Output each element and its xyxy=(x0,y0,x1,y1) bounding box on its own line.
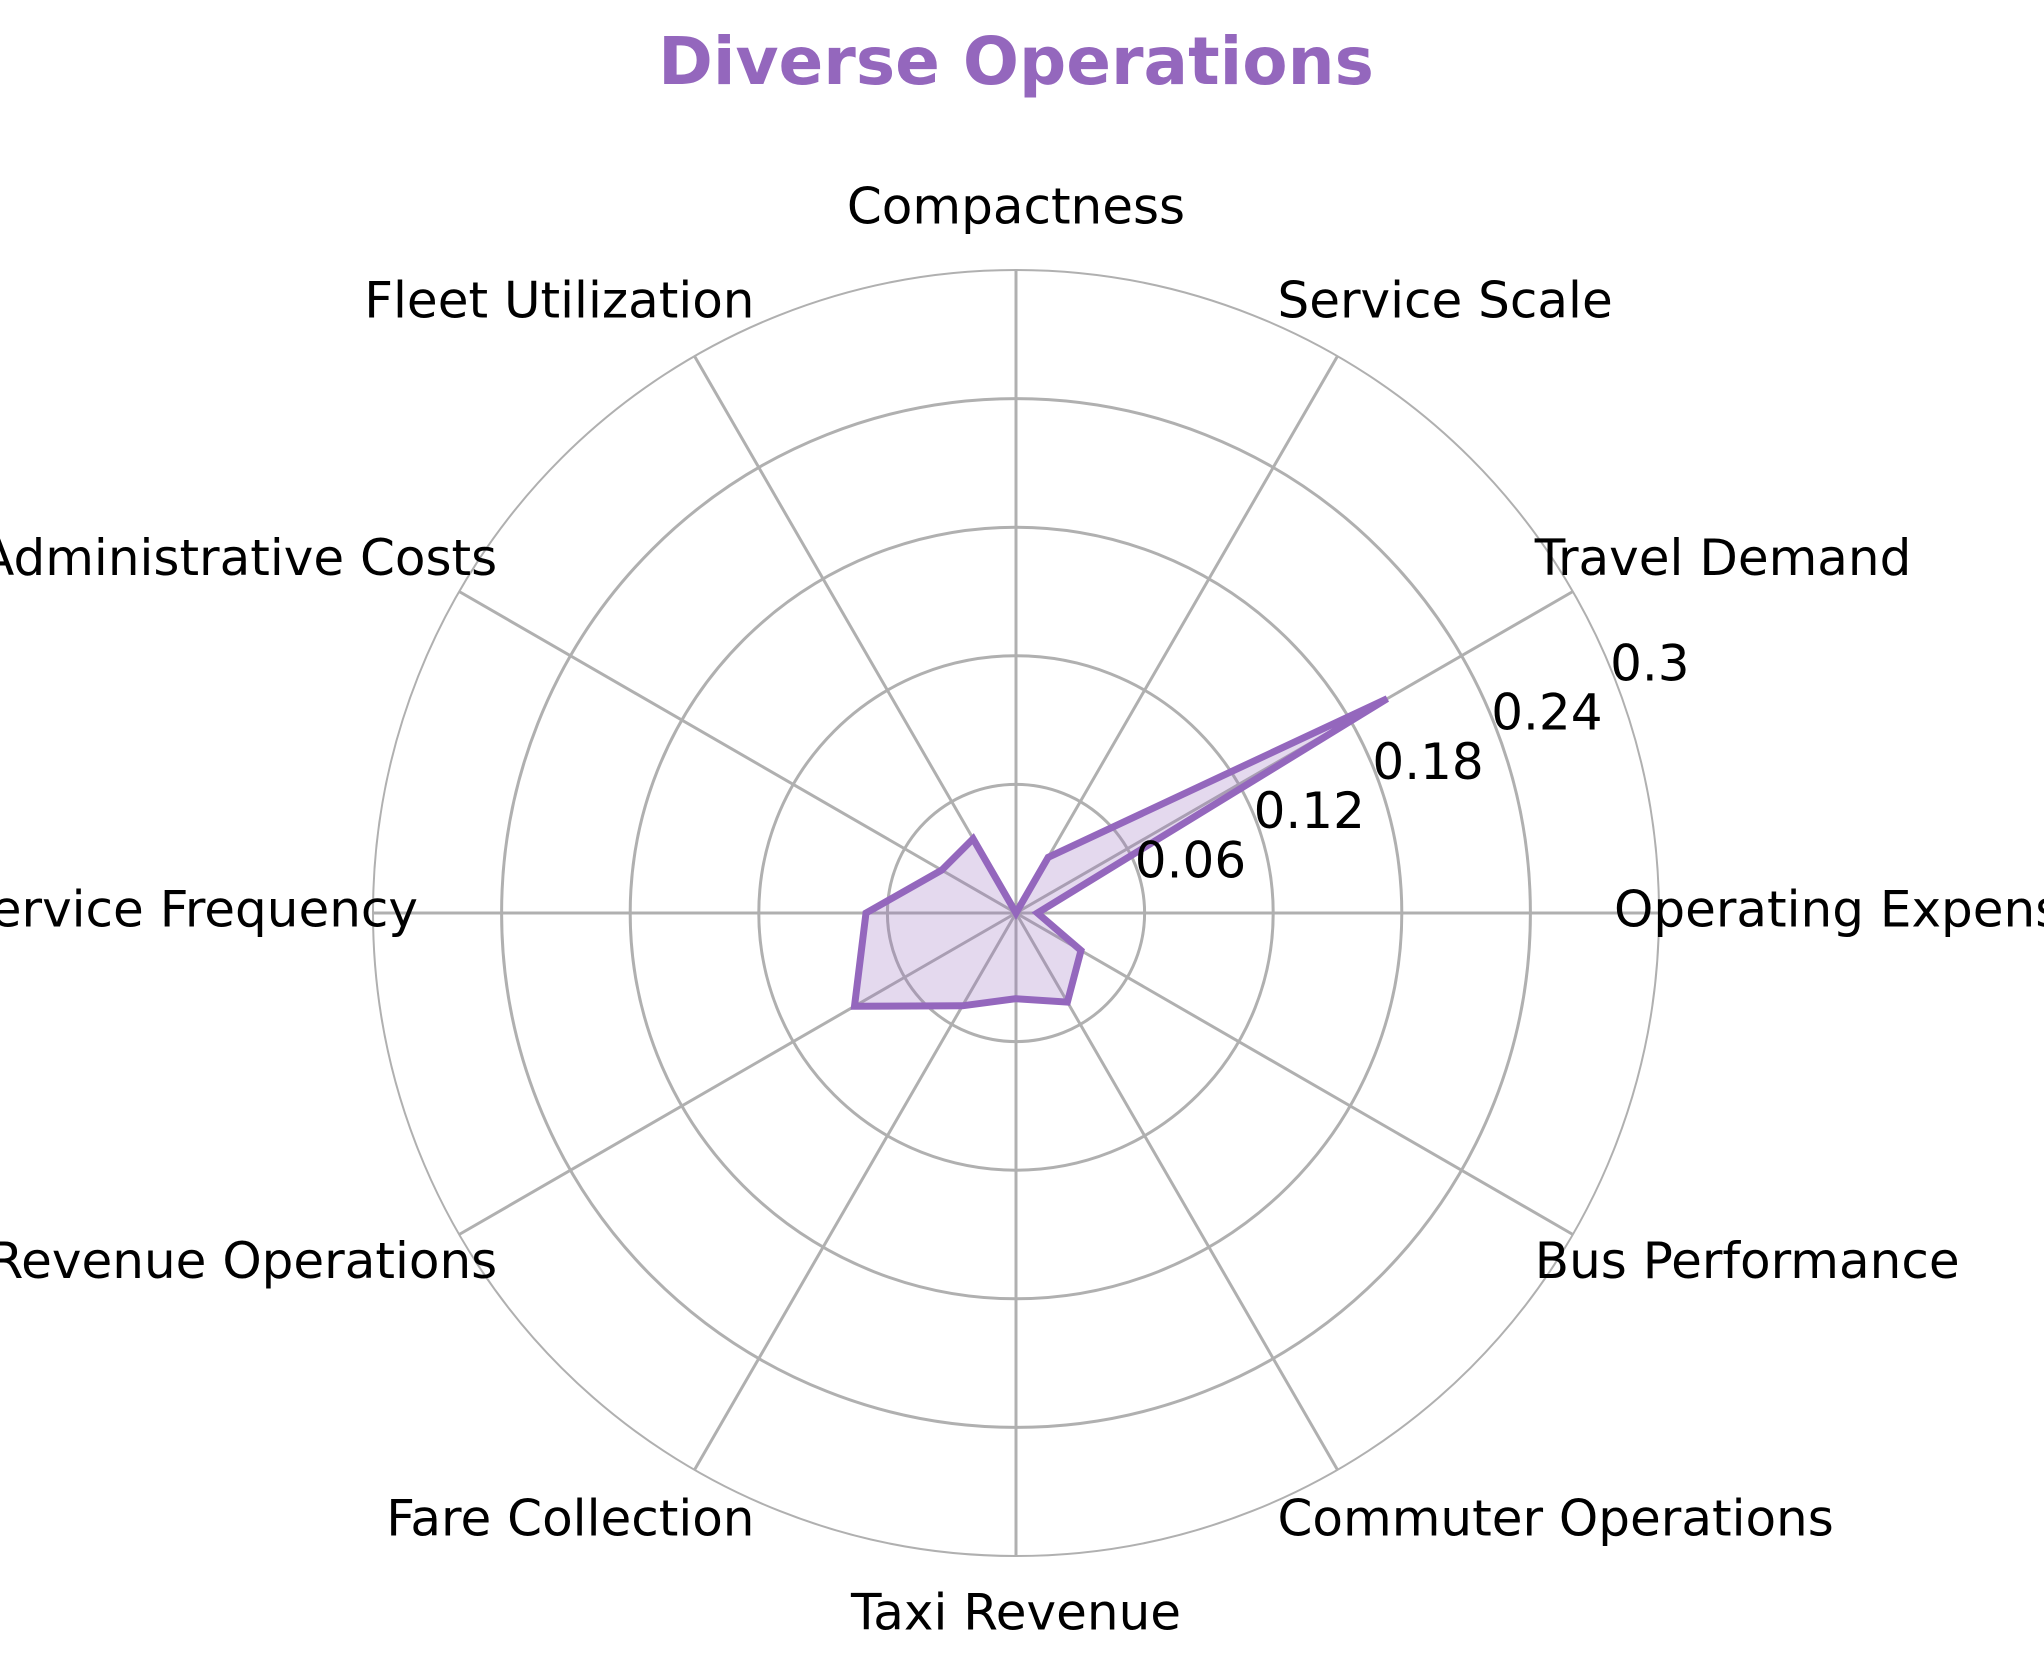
category-label: Service Scale xyxy=(1278,272,1613,330)
series-area xyxy=(854,698,1388,1007)
category-label: Operating Expenses xyxy=(1614,881,2044,939)
radial-tick-label: 0.18 xyxy=(1372,733,1483,791)
grid-spoke xyxy=(458,590,1017,915)
category-label: Commuter Operations xyxy=(1278,1489,1834,1547)
category-label: Fare Collection xyxy=(386,1489,754,1547)
radial-tick-labels: 0.060.120.180.240.3 xyxy=(1135,634,1690,889)
grid-spokes xyxy=(373,270,1659,1556)
radial-tick-label: 0.24 xyxy=(1491,684,1602,742)
series-layer xyxy=(850,695,1390,1010)
radial-tick-label: 0.12 xyxy=(1254,782,1365,840)
chart-title: Diverse Operations xyxy=(658,23,1374,100)
category-label: Administrative Costs xyxy=(0,529,497,587)
category-label: Travel Demand xyxy=(1534,529,1912,587)
category-label: Taxi Revenue xyxy=(850,1584,1181,1642)
radial-tick-label: 0.06 xyxy=(1135,831,1246,889)
category-label: Fleet Utilization xyxy=(364,272,754,330)
series-line xyxy=(850,695,1390,1010)
grid-spoke xyxy=(1014,355,1339,914)
grid-spoke xyxy=(1014,912,1339,1471)
grid-spoke xyxy=(458,911,1017,1236)
category-label: Service Frequency xyxy=(0,881,418,939)
radial-tick-label: 0.3 xyxy=(1610,634,1690,692)
category-label: Revenue Operations xyxy=(0,1232,497,1290)
category-labels: Operating Expenses Travel Demand Service S… xyxy=(0,178,2044,1642)
grid-spoke xyxy=(1015,911,1574,1236)
category-label: Compactness xyxy=(847,178,1185,236)
grid-spoke xyxy=(693,355,1018,914)
category-label: Bus Performance xyxy=(1535,1232,1960,1290)
